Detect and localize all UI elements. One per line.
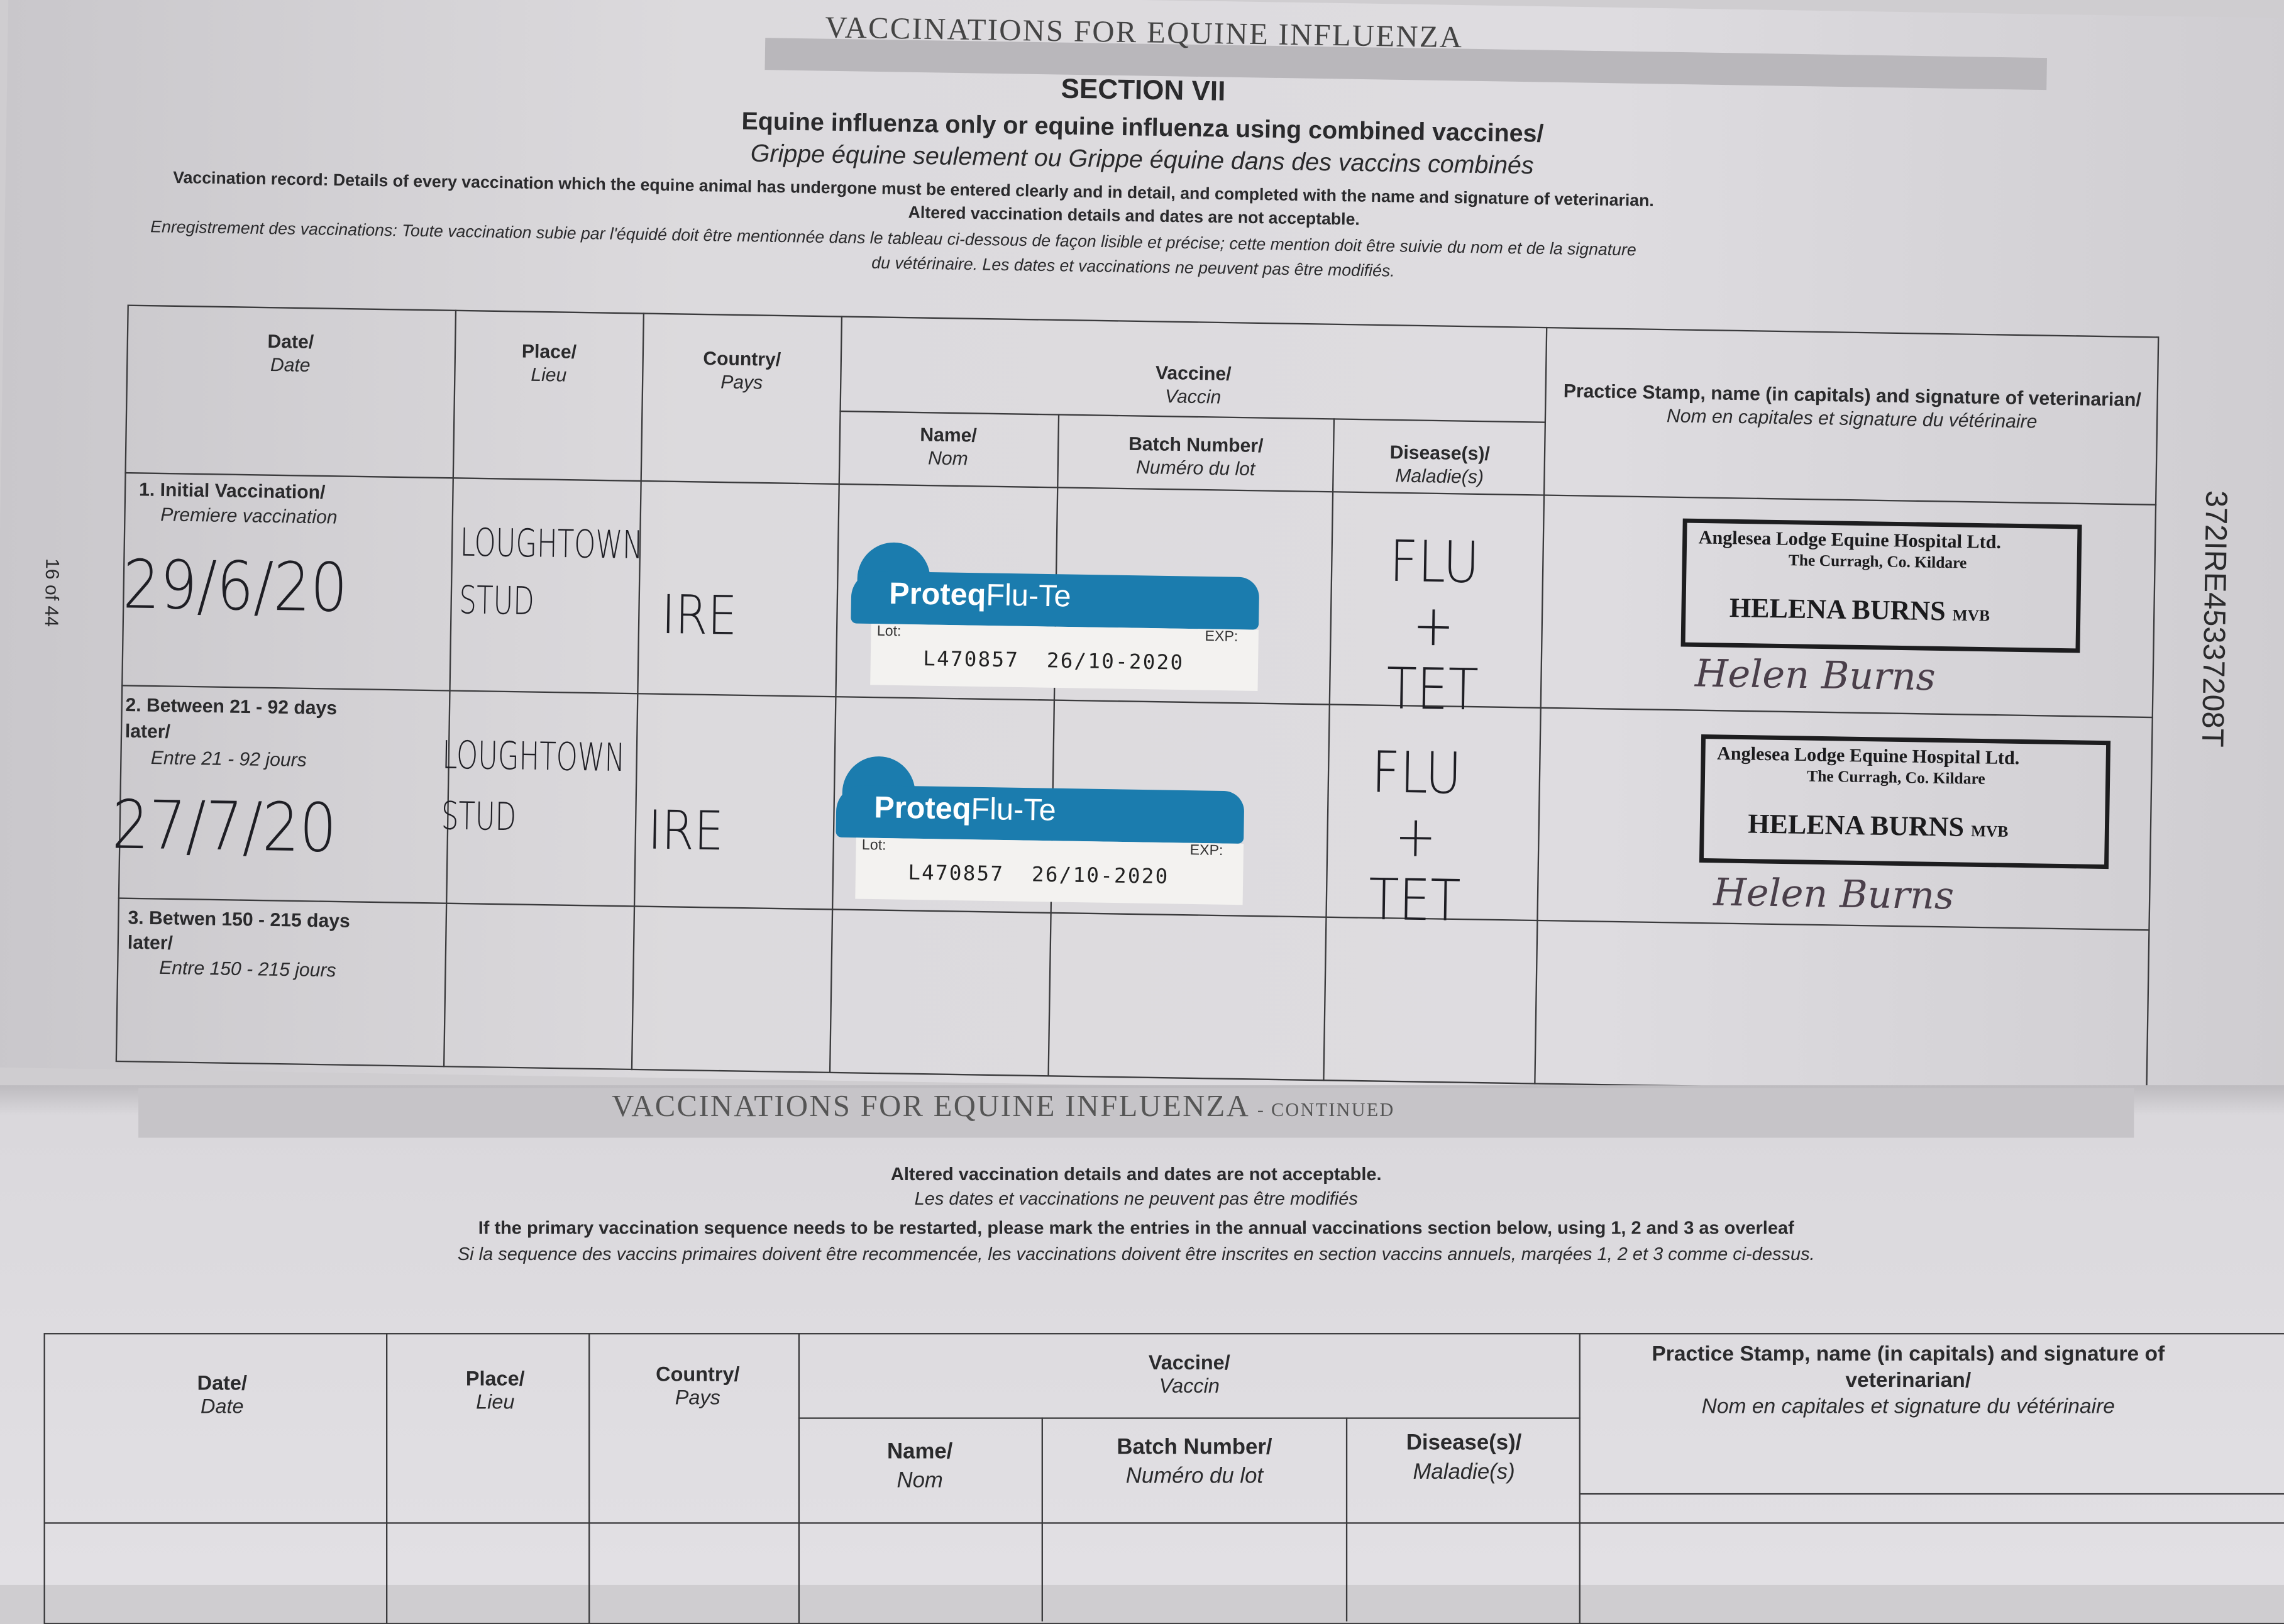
table-row: 2. Between 21 - 92 days later/Entre 21 -… <box>124 693 338 771</box>
header-country: Country/Pays <box>656 1362 740 1409</box>
restart-note-fr: Si la sequence des vaccins primaires doi… <box>457 1244 1815 1265</box>
vaccine-name: ProteqFlu-Te <box>888 577 1071 614</box>
handwritten-place: LOUGHTOWN STUD <box>458 520 644 624</box>
row-divider <box>798 1417 1581 1419</box>
handwritten-country: IRE <box>661 582 738 648</box>
table-row: 3. Betwen 150 - 215 days later/Entre 150… <box>127 906 351 981</box>
column-divider <box>798 1333 1581 1624</box>
column-divider <box>386 1333 590 1624</box>
header-country: Country/Pays <box>703 347 781 394</box>
row-divider <box>1580 1493 2284 1495</box>
handwritten-place: LOUGHTOWN STUD <box>441 732 626 840</box>
continued-title: VACCINATIONS FOR EQUINE INFLUENZA - CONT… <box>612 1088 1395 1124</box>
header-place: Place/Lieu <box>521 340 577 386</box>
vet-signature: Helen Burns <box>1713 871 1955 919</box>
header-vaccine: Vaccine/Vaccin <box>1148 1350 1230 1398</box>
vaccine-label-sticker: ProteqFlu-Te Lot: EXP: L470857 26/10-202… <box>850 541 1260 692</box>
header-date: Date/Date <box>197 1371 247 1418</box>
lower-page: VACCINATIONS FOR EQUINE INFLUENZA - CONT… <box>0 1085 2284 1624</box>
batch-code: L470857 26/10-2020 <box>908 861 1169 890</box>
passport-id: 372IRE45337208T <box>2195 490 2233 748</box>
column-divider <box>1041 1417 1348 1621</box>
handwritten-disease: FLU + TET <box>1368 739 1462 936</box>
handwritten-disease: FLU + TET <box>1386 529 1480 725</box>
vet-signature: Helen Burns <box>1694 653 1936 700</box>
batch-code: L470857 26/10-2020 <box>922 648 1184 675</box>
header-name: Name/Nom <box>887 1439 953 1493</box>
header-batch: Batch Number/Numéro du lot <box>1128 432 1264 480</box>
vaccine-label-sticker: ProteqFlu-Te Lot: EXP: L470857 26/10-202… <box>835 756 1245 905</box>
header-disease: Disease(s)/Maladie(s) <box>1406 1430 1522 1485</box>
page-number: 16 of 44 <box>40 558 64 627</box>
vet-stamp: Anglesea Lodge Equine Hospital Ltd. The … <box>1699 734 2111 870</box>
handwritten-country: IRE <box>647 798 724 863</box>
header-disease: Disease(s)/Maladie(s) <box>1389 441 1491 488</box>
header-name: Name/Nom <box>920 423 978 470</box>
row-divider <box>43 1522 2284 1524</box>
continued-note-fr: Les dates et vaccinations ne peuvent pas… <box>914 1188 1358 1210</box>
header-stamp: Practice Stamp, name (in capitals) and s… <box>1563 379 2142 433</box>
upper-page: VACCINATIONS FOR EQUINE INFLUENZA SECTIO… <box>0 0 2284 1103</box>
restart-note-en: If the primary vaccination sequence need… <box>478 1218 1794 1239</box>
table-row: 1. Initial Vaccination/Premiere vaccinat… <box>138 478 338 528</box>
vaccine-name: ProteqFlu-Te <box>873 791 1057 828</box>
continued-note-en: Altered vaccination details and dates ar… <box>890 1164 1382 1185</box>
handwritten-date: 29/6/20 <box>122 547 348 628</box>
header-batch: Batch Number/Numéro du lot <box>1117 1435 1272 1489</box>
header-place: Place/Lieu <box>465 1366 525 1413</box>
handwritten-date: 27/7/20 <box>111 787 338 868</box>
header-stamp: Practice Stamp, name (in capitals) and s… <box>1652 1343 2165 1419</box>
vet-stamp: Anglesea Lodge Equine Hospital Ltd. The … <box>1680 518 2082 653</box>
header-date: Date/Date <box>267 330 314 376</box>
